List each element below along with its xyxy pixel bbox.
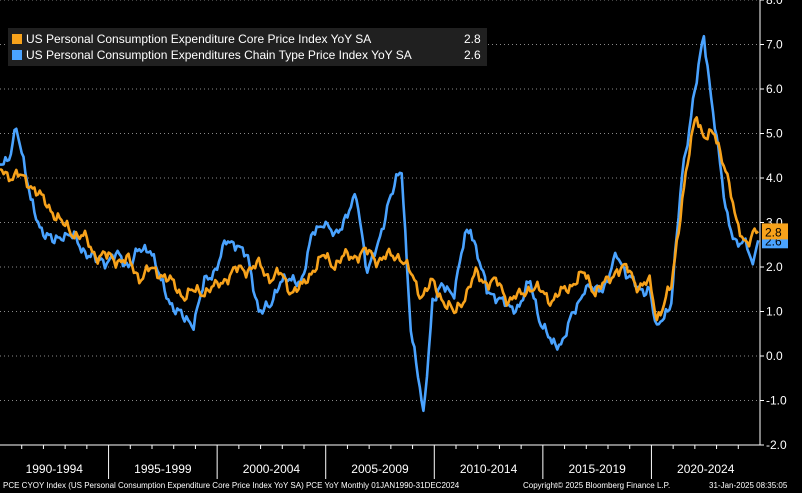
legend-label-headline: US Personal Consumption Expenditures Cha… bbox=[26, 48, 412, 62]
y-tick-label: 7.0 bbox=[766, 38, 783, 52]
y-tick-label: -1.0 bbox=[766, 394, 787, 408]
grid-lines bbox=[0, 0, 760, 446]
y-tick-label: 5.0 bbox=[766, 127, 783, 141]
last-value-text: 2.8 bbox=[765, 225, 782, 239]
y-axis: -2.0-1.00.01.02.03.04.05.06.07.08.0 bbox=[759, 0, 787, 452]
footer-timestamp: 31-Jan-2025 08:35:05 bbox=[709, 481, 788, 490]
y-tick-label: -2.0 bbox=[766, 438, 787, 452]
last-value-box bbox=[762, 223, 788, 240]
legend-item-headline: US Personal Consumption Expenditures Cha… bbox=[12, 47, 481, 63]
footer-copyright: Copyright© 2025 Bloomberg Finance L.P. bbox=[523, 481, 671, 490]
y-tick-label: 4.0 bbox=[766, 171, 783, 185]
series-line-core bbox=[0, 116, 760, 322]
last-value-labels: 2.62.8 bbox=[762, 223, 788, 249]
x-tick-label: 2000-2004 bbox=[243, 462, 301, 476]
legend-item-core: US Personal Consumption Expenditure Core… bbox=[12, 31, 481, 47]
x-axis: 1990-1994 1995-1999 2000-2004 2005-2009 2010… bbox=[0, 444, 760, 479]
y-tick-label: 1.0 bbox=[766, 305, 783, 319]
legend-swatch-core bbox=[12, 34, 22, 44]
last-value-tag-core: 2.8 bbox=[762, 223, 788, 240]
y-tick-label: 8.0 bbox=[766, 0, 783, 7]
footer: PCE CYOY Index (US Personal Consumption … bbox=[3, 479, 799, 493]
y-tick-label: 2.0 bbox=[766, 260, 783, 274]
footer-source: PCE CYOY Index (US Personal Consumption … bbox=[3, 481, 460, 490]
x-tick-label: 2010-2014 bbox=[460, 462, 518, 476]
legend-swatch-headline bbox=[12, 50, 22, 60]
x-tick-label: 1990-1994 bbox=[26, 462, 84, 476]
legend-value-headline: 2.6 bbox=[464, 48, 481, 62]
legend: US Personal Consumption Expenditure Core… bbox=[8, 28, 487, 66]
y-tick-label: 0.0 bbox=[766, 349, 783, 363]
x-tick-label: 2020-2024 bbox=[677, 462, 735, 476]
series-layer bbox=[0, 34, 760, 413]
legend-label-core: US Personal Consumption Expenditure Core… bbox=[26, 32, 372, 46]
x-tick-label: 2005-2009 bbox=[351, 462, 409, 476]
legend-value-core: 2.8 bbox=[464, 32, 481, 46]
x-tick-label: 1995-1999 bbox=[134, 462, 192, 476]
series-line-headline bbox=[0, 34, 760, 413]
x-tick-label: 2015-2019 bbox=[568, 462, 626, 476]
y-tick-label: 6.0 bbox=[766, 82, 783, 96]
